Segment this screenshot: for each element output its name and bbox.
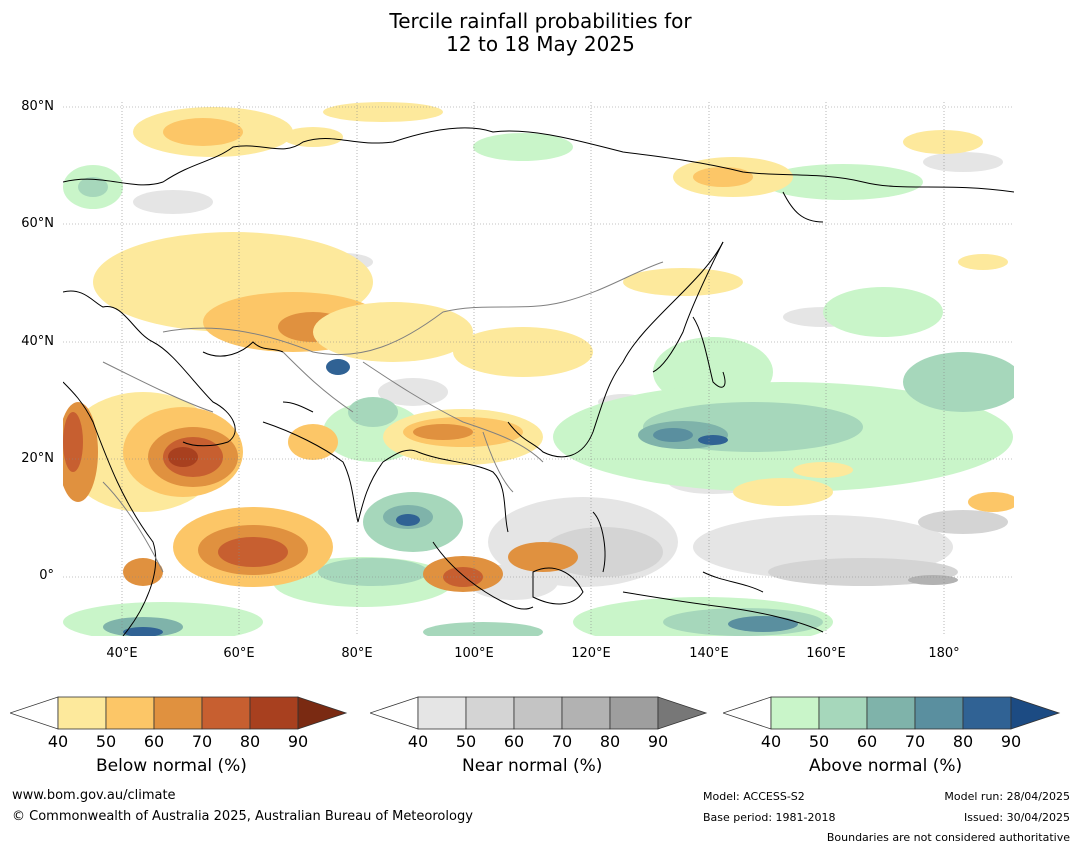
cbar-below-tick-70: 70 — [191, 732, 213, 751]
cbar-near-swatch-2 — [465, 696, 515, 730]
lat-label-40n: 40°N — [21, 334, 54, 349]
cbar-above-tick-90: 90 — [1000, 732, 1022, 751]
cbar-near-swatch-6 — [657, 696, 708, 730]
disclaimer-text: Boundaries are not considered authoritat… — [826, 831, 1070, 844]
cbar-above-tick-80: 80 — [952, 732, 974, 751]
cbar-below-caption: Below normal (%) — [96, 756, 247, 776]
cbar-near-swatch-5 — [609, 696, 659, 730]
lon-label-60e: 60°E — [223, 646, 255, 661]
lon-label-120e: 120°E — [571, 646, 611, 661]
colorbar-above-normal: 40 50 60 70 80 90 Above normal (%) — [721, 696, 1063, 786]
model-text: Model: ACCESS-S2 — [703, 790, 805, 803]
cbar-near-swatch-0 — [368, 696, 419, 730]
lon-label-160e: 160°E — [806, 646, 846, 661]
probability-map — [63, 102, 1014, 636]
colorbar-below-normal-swatches — [8, 696, 348, 730]
cbar-near-tick-40: 40 — [407, 732, 429, 751]
cbar-below-tick-80: 80 — [239, 732, 261, 751]
cbar-above-swatch-4 — [914, 696, 964, 730]
cbar-below-swatch-5 — [249, 696, 299, 730]
cbar-above-swatch-2 — [818, 696, 868, 730]
colorbar-above-normal-swatches — [721, 696, 1061, 730]
cbar-above-swatch-5 — [962, 696, 1012, 730]
above-normal-region — [63, 133, 1014, 636]
cbar-below-swatch-2 — [105, 696, 155, 730]
lon-label-100e: 100°E — [454, 646, 494, 661]
cbar-above-swatch-1 — [770, 696, 820, 730]
base-period-text: Base period: 1981-2018 — [703, 811, 836, 824]
cbar-below-tick-40: 40 — [47, 732, 69, 751]
cbar-near-tick-80: 80 — [599, 732, 621, 751]
country-borders — [102, 261, 664, 573]
cbar-near-swatch-4 — [561, 696, 611, 730]
copyright-text: © Commonwealth of Australia 2025, Austra… — [12, 809, 473, 824]
map-canvas — [63, 102, 1014, 636]
issued-text: Issued: 30/04/2025 — [963, 811, 1070, 824]
cbar-near-tick-70: 70 — [551, 732, 573, 751]
colorbar-near-normal: 40 50 60 70 80 90 Near normal (%) — [368, 696, 710, 786]
cbar-above-swatch-6 — [1010, 696, 1061, 730]
colorbar-below-normal: 40 50 60 70 80 90 Below normal (%) — [8, 696, 350, 786]
lat-label-60n: 60°N — [21, 216, 54, 231]
lat-label-80n: 80°N — [21, 99, 54, 114]
title-line-2: 12 to 18 May 2025 — [446, 32, 635, 56]
title-line-1: Tercile rainfall probabilities for — [389, 9, 692, 33]
colorbar-near-normal-swatches — [368, 696, 708, 730]
cbar-above-swatch-3 — [866, 696, 916, 730]
cbar-below-tick-90: 90 — [287, 732, 309, 751]
cbar-below-swatch-4 — [201, 696, 251, 730]
cbar-above-tick-40: 40 — [760, 732, 782, 751]
cbar-above-tick-70: 70 — [904, 732, 926, 751]
cbar-above-tick-50: 50 — [808, 732, 830, 751]
lon-label-40e: 40°E — [106, 646, 138, 661]
lat-label-0: 0° — [39, 568, 54, 583]
cbar-near-swatch-3 — [513, 696, 563, 730]
lat-label-20n: 20°N — [21, 451, 54, 466]
cbar-near-swatch-1 — [417, 696, 467, 730]
cbar-near-tick-90: 90 — [647, 732, 669, 751]
cbar-below-swatch-0 — [8, 696, 59, 730]
lon-label-80e: 80°E — [341, 646, 373, 661]
cbar-near-caption: Near normal (%) — [462, 756, 603, 776]
cbar-below-tick-60: 60 — [143, 732, 165, 751]
cbar-near-tick-50: 50 — [455, 732, 477, 751]
cbar-above-caption: Above normal (%) — [809, 756, 963, 776]
cbar-below-swatch-6 — [297, 696, 348, 730]
cbar-below-tick-50: 50 — [95, 732, 117, 751]
coastlines — [63, 127, 1014, 636]
cbar-below-swatch-3 — [153, 696, 203, 730]
map-title: Tercile rainfall probabilities for 12 to… — [0, 10, 1081, 56]
cbar-below-swatch-1 — [57, 696, 107, 730]
lon-label-180: 180° — [928, 646, 960, 661]
cbar-near-tick-60: 60 — [503, 732, 525, 751]
lon-label-140e: 140°E — [689, 646, 729, 661]
cbar-above-tick-60: 60 — [856, 732, 878, 751]
map-gridlines — [63, 102, 1014, 636]
model-run-text: Model run: 28/04/2025 — [944, 790, 1070, 803]
website-link[interactable]: www.bom.gov.au/climate — [12, 788, 176, 803]
cbar-above-swatch-0 — [721, 696, 772, 730]
